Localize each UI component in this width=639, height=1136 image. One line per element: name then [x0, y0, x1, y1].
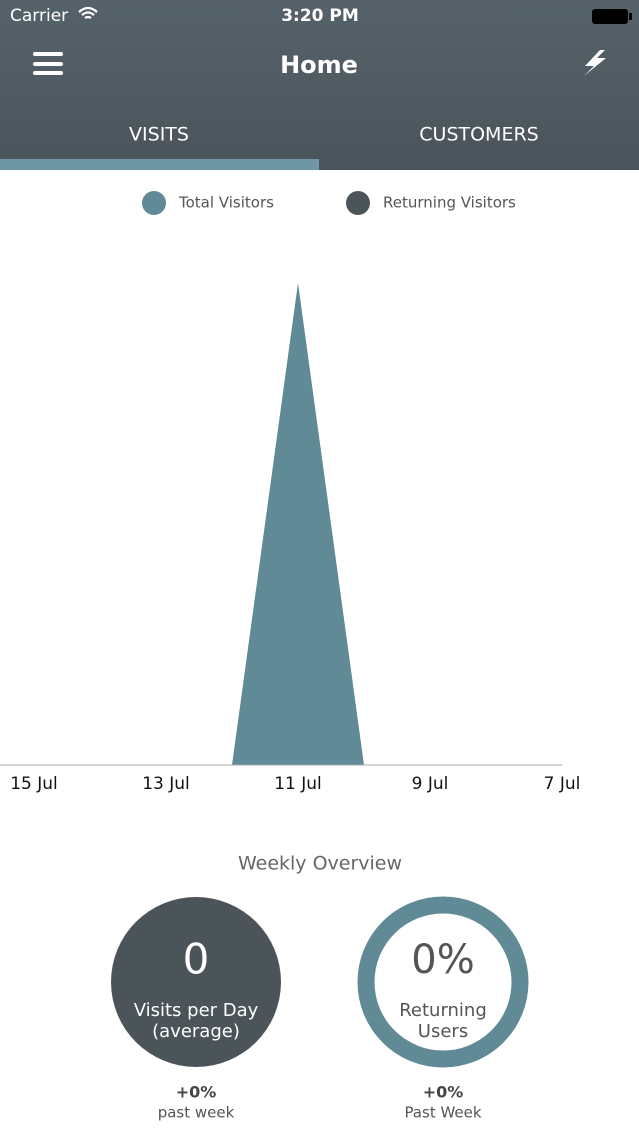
- wifi-icon: [78, 6, 98, 19]
- stat-ring: [357, 896, 529, 1068]
- carrier: Carrier: [10, 6, 68, 26]
- chart: Total Visitors Returning Visitors 15 Jul 13…: [0, 191, 580, 794]
- battery-tip: [629, 13, 632, 20]
- x-tick-label: 9 Jul: [412, 774, 449, 794]
- section-title: Weekly Overview: [238, 853, 402, 875]
- legend-label: Returning Visitors: [383, 194, 516, 212]
- stat-label: Returning: [399, 1000, 487, 1021]
- tab[interactable]: VISITS: [129, 124, 189, 146]
- x-tick-label: 7 Jul: [544, 774, 581, 794]
- stat-label: (average): [152, 1021, 240, 1042]
- stat-value: 0: [183, 935, 210, 984]
- menu-button[interactable]: [33, 52, 63, 75]
- tab[interactable]: CUSTOMERS: [419, 124, 538, 146]
- stat-label: Users: [418, 1021, 468, 1042]
- legend-swatch: [142, 191, 166, 215]
- stat-value: 0%: [411, 937, 474, 983]
- legend-label: Total Visitors: [178, 194, 274, 212]
- legend-swatch: [346, 191, 370, 215]
- stat-change: +0%: [176, 1083, 217, 1102]
- time: 3:20 PM: [281, 6, 359, 26]
- stat-period: past week: [158, 1104, 235, 1122]
- stat-change: +0%: [423, 1083, 464, 1102]
- flash-button[interactable]: [584, 50, 606, 76]
- stat-period: Past Week: [404, 1104, 481, 1122]
- x-tick-label: 13 Jul: [142, 774, 190, 794]
- stat-circle: [111, 897, 281, 1067]
- area: [34, 283, 562, 765]
- x-tick-label: 15 Jul: [10, 774, 58, 794]
- nav-title: Home: [280, 51, 358, 79]
- tab-indicator: [0, 159, 319, 170]
- x-tick-label: 11 Jul: [274, 774, 322, 794]
- header: [0, 0, 639, 170]
- stat-label: Visits per Day: [134, 1000, 259, 1021]
- battery-icon: [592, 9, 628, 24]
